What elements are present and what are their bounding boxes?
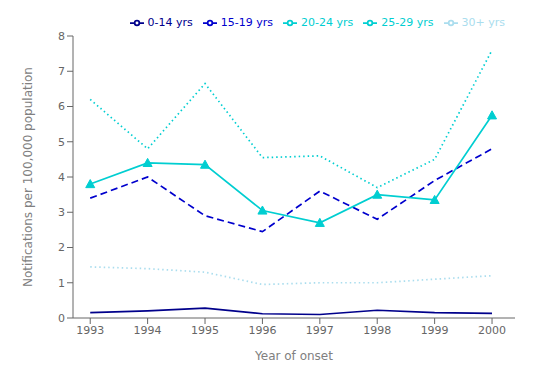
svg-text:4: 4 [58,171,65,184]
svg-text:1994: 1994 [134,324,162,337]
svg-text:1995: 1995 [191,324,219,337]
html-text:0-14 yrs: 0-14 yrs [147,16,193,29]
svg-text:1999: 1999 [421,324,449,337]
svg-text:1998: 1998 [363,324,391,337]
svg-text:Notifications per 100,000 popu: Notifications per 100,000 population [21,67,35,287]
svg-text:2000: 2000 [478,324,506,337]
svg-text:Year of onset: Year of onset [254,349,333,363]
html-text:25-29 yrs: 25-29 yrs [381,16,434,29]
svg-text:5: 5 [58,136,65,149]
svg-text:0: 0 [58,312,65,325]
html-text:20-24 yrs: 20-24 yrs [301,16,354,29]
svg-text:6: 6 [58,100,65,113]
svg-text:8: 8 [58,30,65,43]
html-text:15-19 yrs: 15-19 yrs [220,16,273,29]
svg-text:2: 2 [58,241,65,254]
svg-text:7: 7 [58,65,65,78]
svg-text:1996: 1996 [248,324,276,337]
svg-text:1: 1 [58,277,65,290]
svg-text:1993: 1993 [76,324,104,337]
html-text:30+ yrs: 30+ yrs [461,16,505,29]
svg-text:3: 3 [58,206,65,219]
svg-text:1997: 1997 [306,324,334,337]
